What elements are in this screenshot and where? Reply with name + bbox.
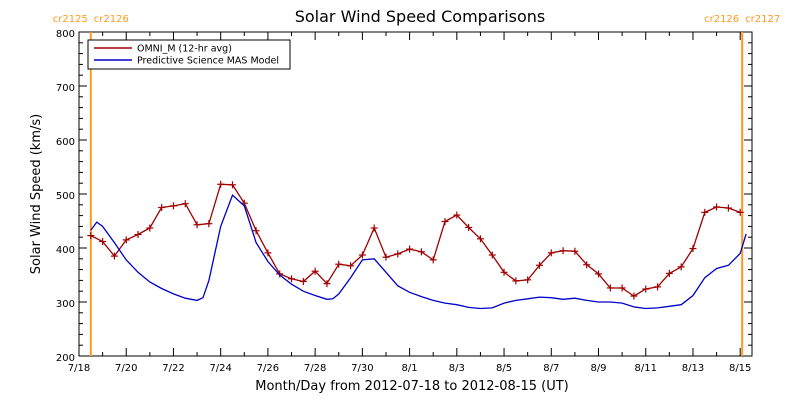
data-point-marker <box>583 261 591 269</box>
data-point-marker <box>701 208 709 216</box>
x-tick-label: 7/30 <box>351 363 373 374</box>
data-point-marker <box>122 236 130 244</box>
data-point-marker <box>394 250 402 258</box>
data-point-marker <box>559 247 567 255</box>
data-point-marker <box>288 275 296 283</box>
legend-label: OMNI_M (12-hr avg) <box>137 44 232 55</box>
data-point-marker <box>547 249 555 257</box>
data-point-marker <box>630 292 638 300</box>
legend-label: Predictive Science MAS Model <box>137 56 279 67</box>
data-point-marker <box>252 227 260 235</box>
series-line-omni <box>90 183 741 297</box>
data-point-marker <box>677 263 685 271</box>
data-point-marker <box>158 204 166 211</box>
data-point-marker <box>736 208 744 216</box>
x-tick-label: 7/24 <box>209 363 231 374</box>
x-tick-label: 8/13 <box>682 363 704 374</box>
x-tick-label: 8/1 <box>402 363 418 374</box>
data-point-marker <box>417 248 425 256</box>
axis-ticks: 200 300 400 500 600 700 800 7/18 7/20 7/22 7/24 7/2… <box>56 29 752 374</box>
y-tick-label: 500 <box>56 191 75 202</box>
data-point-marker <box>535 261 543 269</box>
data-point-marker <box>382 253 390 261</box>
series-line-mas-model <box>90 193 747 310</box>
x-tick-label: 8/7 <box>543 363 559 374</box>
y-tick-label: 600 <box>56 137 75 148</box>
y-tick-label: 200 <box>56 353 75 364</box>
data-point-marker <box>311 267 319 275</box>
data-point-marker <box>524 276 532 284</box>
chart-title: Solar Wind Speed Comparisons <box>295 7 546 26</box>
y-tick-label: 300 <box>56 299 75 310</box>
data-point-marker <box>713 203 721 211</box>
data-point-marker <box>453 211 461 219</box>
x-tick-label: 7/26 <box>257 363 279 374</box>
x-tick-label: 8/9 <box>590 363 606 374</box>
plot-area <box>78 31 753 357</box>
data-point-marker <box>642 285 650 293</box>
data-point-marker <box>87 232 95 240</box>
data-point-marker <box>169 202 177 210</box>
data-point-marker <box>689 245 697 253</box>
data-point-marker <box>476 235 484 243</box>
legend-box <box>87 39 291 70</box>
data-point-marker <box>595 270 603 278</box>
series-lines <box>87 180 747 310</box>
legend: OMNI_M (12-hr avg)Predictive Science MAS… <box>87 39 291 70</box>
y-axis-title: Solar Wind Speed (km/s) <box>29 114 44 274</box>
x-tick-label: 8/5 <box>496 363 512 374</box>
data-point-marker <box>665 269 673 277</box>
x-tick-label: 8/11 <box>635 363 657 374</box>
x-tick-label: 8/3 <box>449 363 465 374</box>
y-tick-label: 700 <box>56 83 75 94</box>
data-point-marker <box>134 231 142 238</box>
data-point-marker <box>441 218 449 226</box>
data-point-marker <box>347 262 355 270</box>
data-point-marker <box>654 283 662 291</box>
x-tick-label: 7/22 <box>162 363 184 374</box>
data-point-marker <box>299 277 307 285</box>
data-point-marker <box>276 270 284 278</box>
data-point-marker <box>488 251 496 259</box>
data-point-marker <box>406 245 414 253</box>
carrington-label-left: cr2125 <box>53 14 88 25</box>
carrington-markers: cr2125 cr2126 cr2126 cr2127 <box>53 14 780 356</box>
data-point-marker <box>465 223 473 231</box>
data-point-marker <box>512 277 520 285</box>
data-point-marker <box>571 247 579 255</box>
plot-frame <box>78 31 753 357</box>
data-point-marker <box>193 221 201 229</box>
data-point-marker <box>335 260 343 268</box>
data-point-marker <box>264 249 272 257</box>
data-point-marker <box>99 238 107 246</box>
data-point-marker <box>606 284 614 292</box>
data-point-marker <box>323 280 331 288</box>
data-point-marker <box>370 224 378 232</box>
data-point-marker <box>429 256 437 264</box>
data-point-marker <box>146 224 154 232</box>
x-tick-label: 7/18 <box>68 363 90 374</box>
data-point-marker <box>618 284 626 292</box>
data-point-marker <box>217 180 225 188</box>
x-tick-label: 8/15 <box>729 363 751 374</box>
data-point-marker <box>500 268 508 276</box>
y-tick-label: 400 <box>56 245 75 256</box>
x-axis-title: Month/Day from 2012-07-18 to 2012-08-15 … <box>255 379 568 394</box>
y-tick-label: 800 <box>56 29 75 40</box>
data-point-marker <box>724 204 732 212</box>
x-tick-label: 7/20 <box>115 363 137 374</box>
data-point-marker <box>228 181 236 189</box>
x-tick-label: 7/28 <box>304 363 326 374</box>
data-point-marker <box>110 252 118 260</box>
carrington-label-right: cr2126 <box>94 14 129 25</box>
data-point-marker <box>205 220 213 228</box>
data-point-marker <box>358 251 366 259</box>
carrington-label-right: cr2127 <box>745 14 780 25</box>
carrington-label-left: cr2126 <box>704 14 739 25</box>
data-point-marker <box>181 200 189 208</box>
